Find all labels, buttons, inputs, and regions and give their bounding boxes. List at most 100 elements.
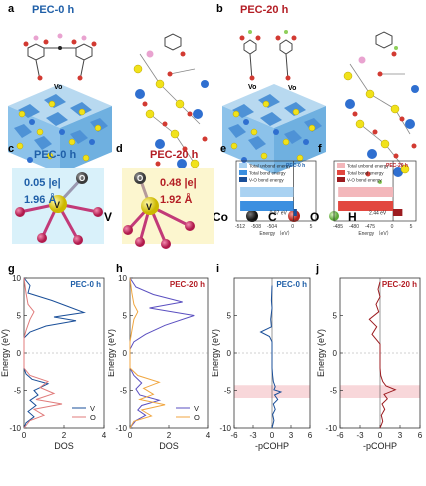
legend-c-label: C bbox=[268, 210, 277, 224]
h-xtick-2: 4 bbox=[206, 431, 211, 440]
panel-b-title: PEC-20 h bbox=[240, 4, 289, 16]
g-ytick-4: -10 bbox=[9, 424, 21, 433]
i-title: PEC-0 h bbox=[276, 280, 307, 289]
panel-d-molecule bbox=[123, 172, 195, 249]
g-series-1 bbox=[23, 277, 63, 429]
panel-label-h: h bbox=[116, 263, 123, 275]
g-ytick-0: 10 bbox=[12, 274, 21, 283]
e-legend-label-2: V-O bond energy bbox=[249, 178, 284, 183]
e-legend-label-0: Total unbond energy bbox=[249, 164, 291, 169]
h-xtick-1: 2 bbox=[167, 431, 172, 440]
h-ytick-3: -5 bbox=[120, 387, 128, 396]
panel-a-cluster bbox=[133, 33, 209, 169]
panel-label-j: j bbox=[316, 263, 320, 275]
g-legend-label-0: V bbox=[90, 404, 95, 413]
panel-label-a: a bbox=[8, 3, 15, 15]
h-legend-label-1: O bbox=[194, 413, 200, 422]
panel-c-title: PEC-0 h bbox=[34, 149, 77, 161]
h-legend-label-0: V bbox=[194, 404, 199, 413]
i-xtick-1: -3 bbox=[249, 431, 257, 440]
e-xlabel: Energy （eV） bbox=[259, 231, 292, 237]
e-xtick-1: -508 bbox=[251, 224, 261, 230]
panel-label-g: g bbox=[8, 263, 15, 275]
f-xtick-3: 0 bbox=[391, 224, 394, 230]
g-xtick-0: 0 bbox=[22, 431, 27, 440]
e-xtick-0: -512 bbox=[235, 224, 245, 230]
e-legend-swatch-1 bbox=[239, 170, 247, 175]
panel-d-charge: 0.48 |e| bbox=[160, 177, 197, 189]
h-ytick-0: 10 bbox=[118, 274, 127, 283]
bond-diagrams: O V 0.05 |e| 1.96 Å O V 0.48 |e| 1.92 Å bbox=[12, 168, 214, 249]
panel-d-v-label: V bbox=[146, 202, 152, 212]
j-ytick-0: 5 bbox=[333, 312, 338, 321]
j-ytick-2: -5 bbox=[330, 387, 338, 396]
h-ytick-2: 0 bbox=[123, 349, 128, 358]
j-ytick-1: 0 bbox=[333, 349, 338, 358]
f-legend-swatch-2 bbox=[337, 177, 345, 182]
j-ytick-3: -10 bbox=[325, 424, 337, 433]
panel-label-i: i bbox=[216, 263, 220, 275]
g-legend-label-1: O bbox=[90, 413, 96, 422]
e-bar-0 bbox=[240, 187, 294, 197]
f-legend-label-0: Total unbond energy bbox=[347, 164, 389, 169]
f-legend-swatch-1 bbox=[337, 170, 345, 175]
i-ytick-3: -10 bbox=[219, 424, 231, 433]
j-xtick-2: 0 bbox=[378, 431, 383, 440]
i-ytick-1: 0 bbox=[227, 349, 232, 358]
panel-label-c: c bbox=[8, 143, 15, 155]
f-xtick-0: -485 bbox=[333, 224, 343, 230]
f-bar-1 bbox=[338, 201, 394, 211]
f-xlabel: Energy （eV） bbox=[358, 231, 391, 237]
panel-d-bond-length: 1.92 Å bbox=[160, 193, 192, 206]
i-xlabel: -pCOHP bbox=[255, 441, 289, 451]
i-ylabel: Energy (eV) bbox=[212, 329, 220, 377]
panel-c-bond-length: 1.96 Å bbox=[24, 193, 56, 206]
h-ytick-4: -10 bbox=[115, 424, 127, 433]
h-title: PEC-20 h bbox=[170, 280, 205, 289]
e-legend-swatch-2 bbox=[239, 177, 247, 182]
e-legend-label-1: Total bond energy bbox=[249, 171, 286, 176]
cohp-chart-j: 5 0 -5 -10-6 -3 0 3 6 -pCOHP Energy (eV) PEC-20 h bbox=[316, 277, 423, 451]
e-xtick-2: -504 bbox=[267, 224, 277, 230]
f-xtick-1: -480 bbox=[349, 224, 359, 230]
e-value-label: 0.87 eV bbox=[270, 211, 288, 217]
panel-a-title: PEC-0 h bbox=[32, 4, 75, 16]
i-series-0 bbox=[259, 285, 283, 429]
panel-b-cluster bbox=[343, 31, 419, 184]
i-xtick-2: 0 bbox=[270, 431, 275, 440]
g-title: PEC-0 h bbox=[70, 280, 101, 289]
f-legend-label-2: V-O bond energy bbox=[347, 178, 382, 183]
legend-v-label: V bbox=[104, 210, 112, 224]
panel-d-o-label: O bbox=[137, 174, 143, 183]
e-bar-1 bbox=[240, 201, 294, 211]
panel-a-vo-label-1: Vo bbox=[54, 84, 62, 91]
h-xlabel: DOS bbox=[159, 441, 179, 451]
bond-energy-chart-f: Total unbond energy Total bond energy V-O … bbox=[333, 160, 417, 237]
legend-co-label: Co bbox=[212, 210, 228, 224]
e-frame bbox=[235, 160, 317, 222]
h-ytick-1: 5 bbox=[123, 312, 128, 321]
j-ylabel: Energy (eV) bbox=[316, 329, 326, 377]
panel-b-vo-label-2: Vo bbox=[288, 85, 296, 92]
bond-energy-chart-e: Total unbond energy Total bond energy V-O … bbox=[235, 160, 317, 237]
e-legend-title: PEC-0 h bbox=[286, 163, 305, 169]
g-ytick-3: -5 bbox=[14, 387, 22, 396]
j-xtick-1: -3 bbox=[356, 431, 364, 440]
panel-c-molecule bbox=[15, 172, 103, 245]
h-series-1 bbox=[129, 277, 166, 429]
e-legend-swatch-0 bbox=[239, 163, 247, 168]
panel-c-v-label: V bbox=[54, 200, 60, 210]
panel-b-vo-label-1: Vo bbox=[248, 84, 256, 91]
g-xtick-2: 4 bbox=[102, 431, 107, 440]
panel-d-title: PEC-20 h bbox=[150, 149, 199, 161]
e-xtick-3: 0 bbox=[291, 224, 294, 230]
h-ylabel: Energy (eV) bbox=[108, 329, 116, 377]
panel-b-slab bbox=[222, 30, 326, 174]
i-ytick-0: 5 bbox=[227, 312, 232, 321]
i-xtick-0: -6 bbox=[230, 431, 238, 440]
f-legend-label-1: Total bond energy bbox=[347, 171, 384, 176]
legend-o-label: O bbox=[310, 210, 319, 224]
i-xtick-4: 6 bbox=[308, 431, 313, 440]
